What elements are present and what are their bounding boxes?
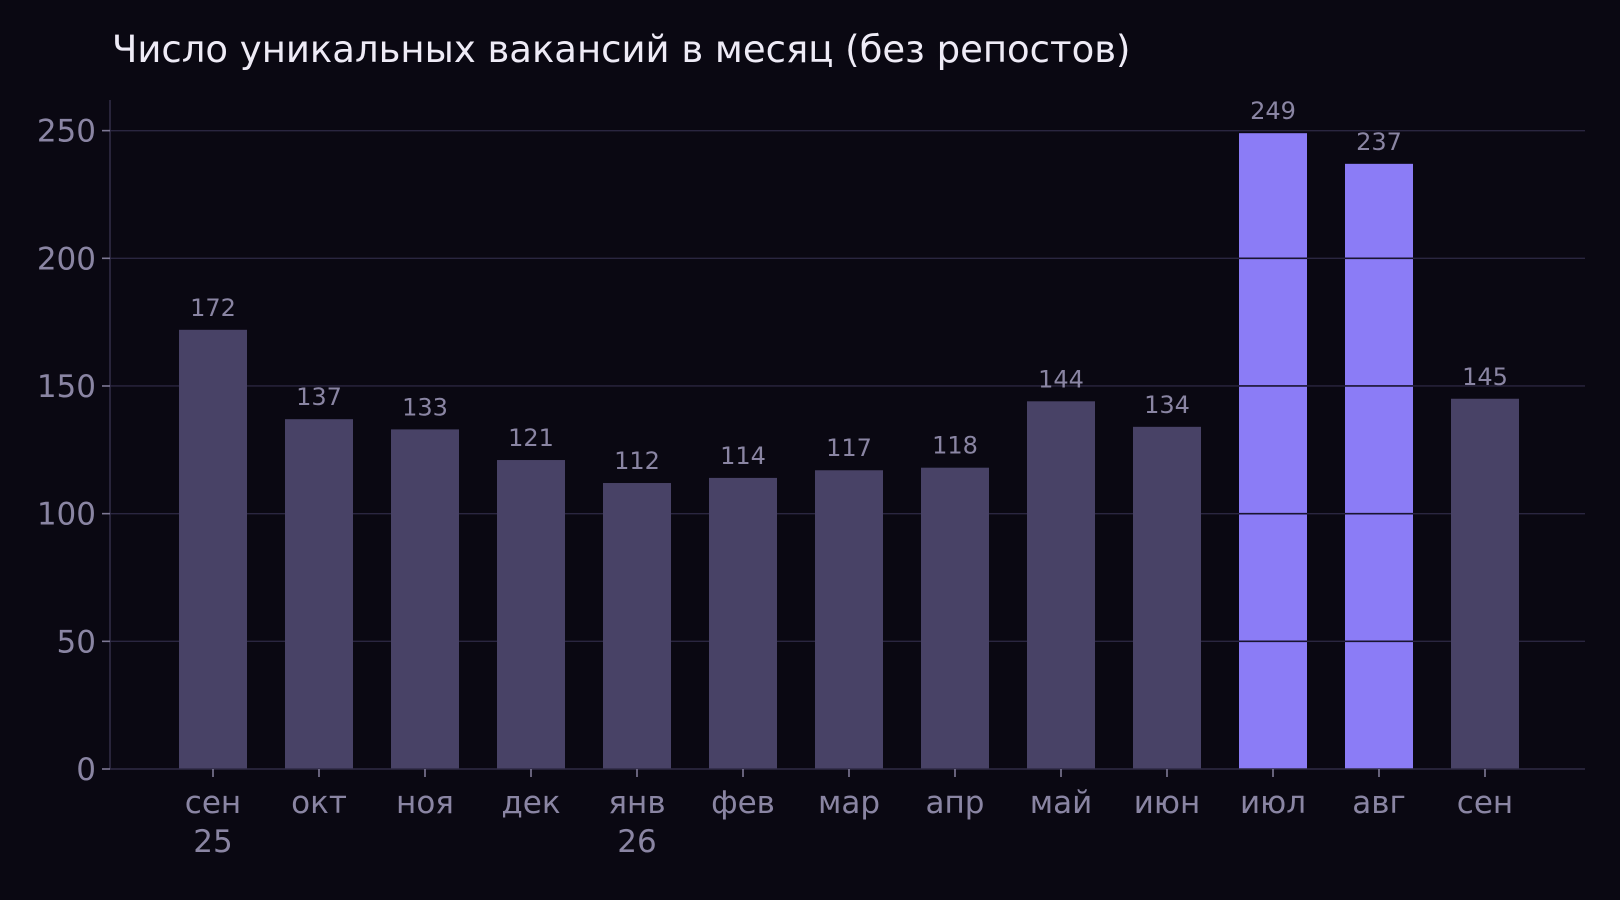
data-label: 249 (1250, 97, 1296, 125)
x-tick-label-line: янв (608, 785, 665, 821)
data-label: 112 (614, 447, 660, 475)
x-tick-label: май (1030, 785, 1093, 821)
x-tick-label-line: июн (1134, 785, 1201, 821)
x-tick-label: июл (1240, 785, 1306, 821)
x-tick-label-line: 26 (617, 824, 656, 860)
y-tick-label: 0 (76, 752, 96, 788)
x-tick-label-line: сен (1457, 785, 1513, 821)
x-tick-label-line: ноя (396, 785, 454, 821)
chart-title: Число уникальных вакансий в месяц (без р… (112, 28, 1131, 71)
x-tick-label-line: фев (711, 785, 775, 821)
bar (391, 429, 459, 769)
data-label: 137 (296, 383, 342, 411)
bar (285, 419, 353, 769)
x-tick-label-line: окт (291, 785, 347, 821)
bar (921, 467, 989, 769)
data-label: 121 (508, 424, 554, 452)
x-tick-label: сен (1457, 785, 1513, 821)
x-tick-label: мар (818, 785, 880, 821)
data-label: 172 (190, 294, 236, 322)
axes (102, 100, 1585, 777)
y-tick-label: 50 (57, 624, 96, 660)
x-tick-label-line: 25 (193, 824, 232, 860)
bar (497, 460, 565, 769)
x-tick-label-line: май (1030, 785, 1093, 821)
x-tick-label-line: апр (926, 785, 985, 821)
bar (179, 329, 247, 769)
bar (815, 470, 883, 769)
data-label: 237 (1356, 128, 1402, 156)
data-label: 118 (932, 432, 978, 460)
data-label: 145 (1462, 363, 1508, 391)
x-tick-label: дек (501, 785, 560, 821)
x-tick-label: апр (926, 785, 985, 821)
x-tick-label-line: дек (501, 785, 560, 821)
bar (709, 477, 777, 769)
x-tick-label: ноя (396, 785, 454, 821)
bar (1133, 426, 1201, 769)
bars (179, 133, 1519, 770)
data-label: 114 (720, 442, 766, 470)
bar (1451, 398, 1519, 769)
data-label: 133 (402, 393, 448, 421)
bar-highlighted (1239, 133, 1307, 770)
data-label: 117 (826, 434, 872, 462)
bar (603, 483, 671, 769)
x-tick-label-line: сен (185, 785, 241, 821)
x-tick-label: июн (1134, 785, 1201, 821)
x-tick-label-line: июл (1240, 785, 1306, 821)
x-tick-label: окт (291, 785, 347, 821)
x-tick-label: сен 25 (185, 785, 241, 860)
data-label: 134 (1144, 391, 1190, 419)
data-label: 144 (1038, 365, 1084, 393)
x-tick-label-line: авг (1352, 785, 1406, 821)
y-tick-label: 100 (37, 497, 96, 533)
x-tick-label-line: мар (818, 785, 880, 821)
y-tick-label: 150 (37, 369, 96, 405)
y-tick-label: 200 (37, 241, 96, 277)
x-tick-label: фев (711, 785, 775, 821)
x-tick-label: авг (1352, 785, 1406, 821)
x-tick-label: янв 26 (608, 785, 665, 860)
y-tick-label: 250 (37, 114, 96, 150)
bar (1027, 401, 1095, 769)
bar-highlighted (1345, 163, 1413, 769)
